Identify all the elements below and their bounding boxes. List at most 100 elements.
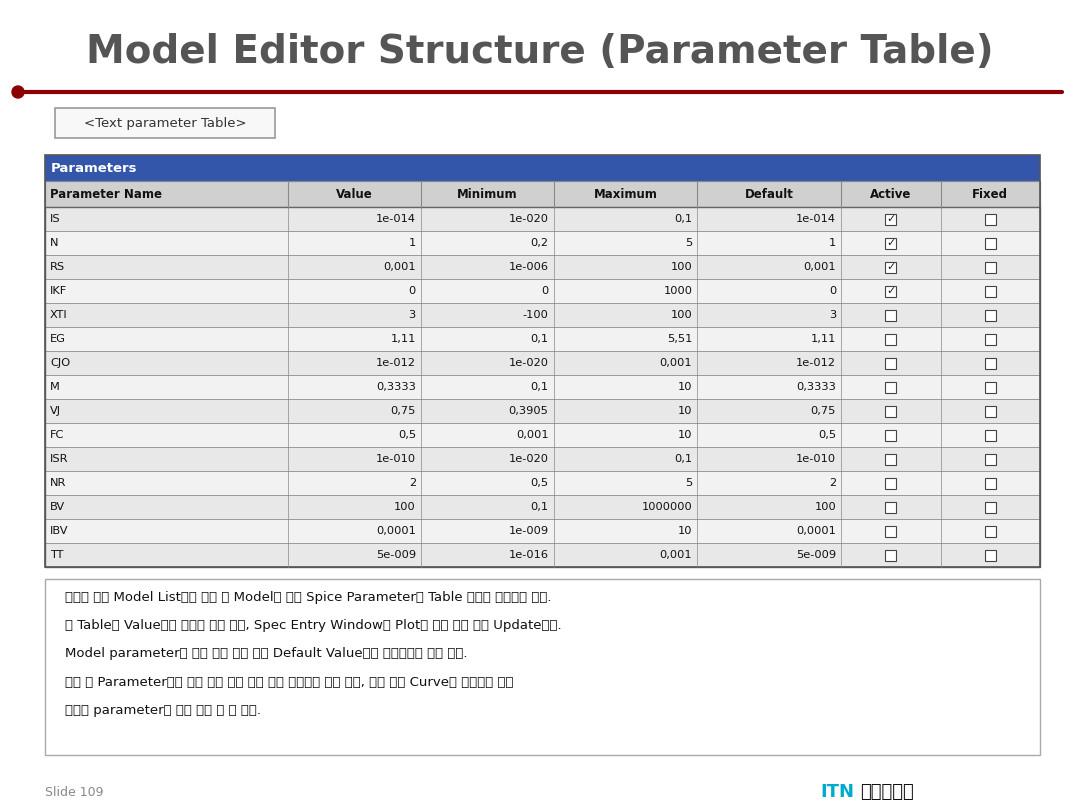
FancyBboxPatch shape	[45, 181, 1040, 207]
Text: 1000: 1000	[663, 286, 692, 296]
FancyBboxPatch shape	[45, 231, 1040, 255]
Text: 1e-010: 1e-010	[376, 454, 416, 464]
FancyBboxPatch shape	[45, 327, 1040, 351]
Text: 0,001: 0,001	[660, 550, 692, 560]
Text: 0,1: 0,1	[674, 214, 692, 224]
FancyBboxPatch shape	[985, 309, 996, 321]
Text: M: M	[50, 382, 59, 392]
FancyBboxPatch shape	[886, 478, 896, 488]
Text: 0,3333: 0,3333	[376, 382, 416, 392]
FancyBboxPatch shape	[45, 207, 1040, 231]
FancyBboxPatch shape	[886, 406, 896, 416]
FancyBboxPatch shape	[886, 549, 896, 561]
Text: 0,5: 0,5	[818, 430, 836, 440]
Text: 5,51: 5,51	[667, 334, 692, 344]
Text: 0,2: 0,2	[530, 238, 549, 248]
FancyBboxPatch shape	[886, 429, 896, 441]
FancyBboxPatch shape	[985, 501, 996, 513]
FancyBboxPatch shape	[886, 309, 896, 321]
FancyBboxPatch shape	[45, 543, 1040, 567]
FancyBboxPatch shape	[985, 357, 996, 369]
FancyBboxPatch shape	[45, 375, 1040, 399]
FancyBboxPatch shape	[985, 429, 996, 441]
FancyBboxPatch shape	[985, 382, 996, 393]
Text: TT: TT	[50, 550, 64, 560]
Text: 0,1: 0,1	[530, 382, 549, 392]
FancyBboxPatch shape	[886, 334, 896, 344]
FancyBboxPatch shape	[886, 501, 896, 513]
Text: 10: 10	[678, 526, 692, 536]
FancyBboxPatch shape	[45, 579, 1040, 755]
Circle shape	[12, 86, 24, 98]
Text: 또한 각 Parameter들은 상한 값과 하한 값의 어떤 값으로만 설정 되며, 해당 특성 Curve를 제작하기 위해: 또한 각 Parameter들은 상한 값과 하한 값의 어떤 값으로만 설정 …	[65, 676, 513, 688]
Text: 100: 100	[394, 502, 416, 512]
Text: 그림과 같이 Model List에서 선택 된 Model에 대한 Spice Parameter를 Table 형태로 나타내고 있다.: 그림과 같이 Model List에서 선택 된 Model에 대한 Spice…	[65, 590, 552, 603]
FancyBboxPatch shape	[886, 382, 896, 393]
Text: Value: Value	[336, 187, 373, 201]
Text: 0,3333: 0,3333	[796, 382, 836, 392]
FancyBboxPatch shape	[985, 549, 996, 561]
FancyBboxPatch shape	[45, 447, 1040, 471]
Text: 0: 0	[408, 286, 416, 296]
FancyBboxPatch shape	[45, 303, 1040, 327]
FancyBboxPatch shape	[985, 237, 996, 249]
FancyBboxPatch shape	[45, 255, 1040, 279]
Text: <Text parameter Table>: <Text parameter Table>	[83, 117, 246, 130]
FancyBboxPatch shape	[886, 357, 896, 369]
FancyBboxPatch shape	[985, 454, 996, 464]
Text: Model Editor Structure (Parameter Table): Model Editor Structure (Parameter Table)	[86, 33, 994, 71]
Text: 10: 10	[678, 430, 692, 440]
Text: IS: IS	[50, 214, 60, 224]
Text: Parameter Name: Parameter Name	[50, 187, 162, 201]
FancyBboxPatch shape	[45, 471, 1040, 495]
FancyBboxPatch shape	[45, 423, 1040, 447]
Text: ✓: ✓	[886, 214, 895, 224]
Text: 5: 5	[685, 238, 692, 248]
FancyBboxPatch shape	[886, 454, 896, 464]
Text: 0,001: 0,001	[516, 430, 549, 440]
Text: 0,75: 0,75	[811, 406, 836, 416]
Text: BV: BV	[50, 502, 65, 512]
Text: 이 Table의 Value값의 수정이 있을 경우, Spec Entry Window의 Plot과 상호 연동 되어 Update된다.: 이 Table의 Value값의 수정이 있을 경우, Spec Entry W…	[65, 619, 562, 632]
FancyBboxPatch shape	[886, 526, 896, 536]
Text: 0,5: 0,5	[530, 478, 549, 488]
Text: Minimum: Minimum	[457, 187, 517, 201]
Text: 0,1: 0,1	[530, 502, 549, 512]
Text: 1: 1	[828, 238, 836, 248]
Text: Model parameter가 정의 되지 않을 경우 Default Value값이 자동적으로 입력 된다.: Model parameter가 정의 되지 않을 경우 Default Val…	[65, 647, 468, 660]
Text: 2: 2	[408, 478, 416, 488]
Text: 0,001: 0,001	[383, 262, 416, 272]
Text: 10: 10	[678, 406, 692, 416]
Text: Default: Default	[745, 187, 794, 201]
Text: 1e-010: 1e-010	[796, 454, 836, 464]
Text: -100: -100	[523, 310, 549, 320]
Text: ㎏아이티앤: ㎏아이티앤	[860, 783, 914, 801]
Text: 0: 0	[828, 286, 836, 296]
FancyBboxPatch shape	[985, 526, 996, 536]
FancyBboxPatch shape	[886, 214, 896, 224]
FancyBboxPatch shape	[985, 262, 996, 272]
Text: 5e-009: 5e-009	[376, 550, 416, 560]
Text: ✓: ✓	[886, 262, 895, 272]
Text: 1,11: 1,11	[811, 334, 836, 344]
FancyBboxPatch shape	[45, 351, 1040, 375]
FancyBboxPatch shape	[985, 406, 996, 416]
Text: Active: Active	[870, 187, 912, 201]
Text: N: N	[50, 238, 58, 248]
FancyBboxPatch shape	[55, 108, 275, 138]
Text: 10: 10	[678, 382, 692, 392]
Text: RS: RS	[50, 262, 65, 272]
Text: 1e-020: 1e-020	[509, 358, 549, 368]
Text: 1e-014: 1e-014	[376, 214, 416, 224]
Text: XTI: XTI	[50, 310, 68, 320]
FancyBboxPatch shape	[45, 155, 1040, 181]
Text: 1e-012: 1e-012	[796, 358, 836, 368]
Text: 0: 0	[541, 286, 549, 296]
Text: 1e-016: 1e-016	[509, 550, 549, 560]
Text: ITN: ITN	[820, 783, 854, 801]
Text: 0,001: 0,001	[804, 262, 836, 272]
FancyBboxPatch shape	[985, 214, 996, 224]
FancyBboxPatch shape	[985, 285, 996, 296]
Text: 1,11: 1,11	[391, 334, 416, 344]
Text: 0,5: 0,5	[397, 430, 416, 440]
